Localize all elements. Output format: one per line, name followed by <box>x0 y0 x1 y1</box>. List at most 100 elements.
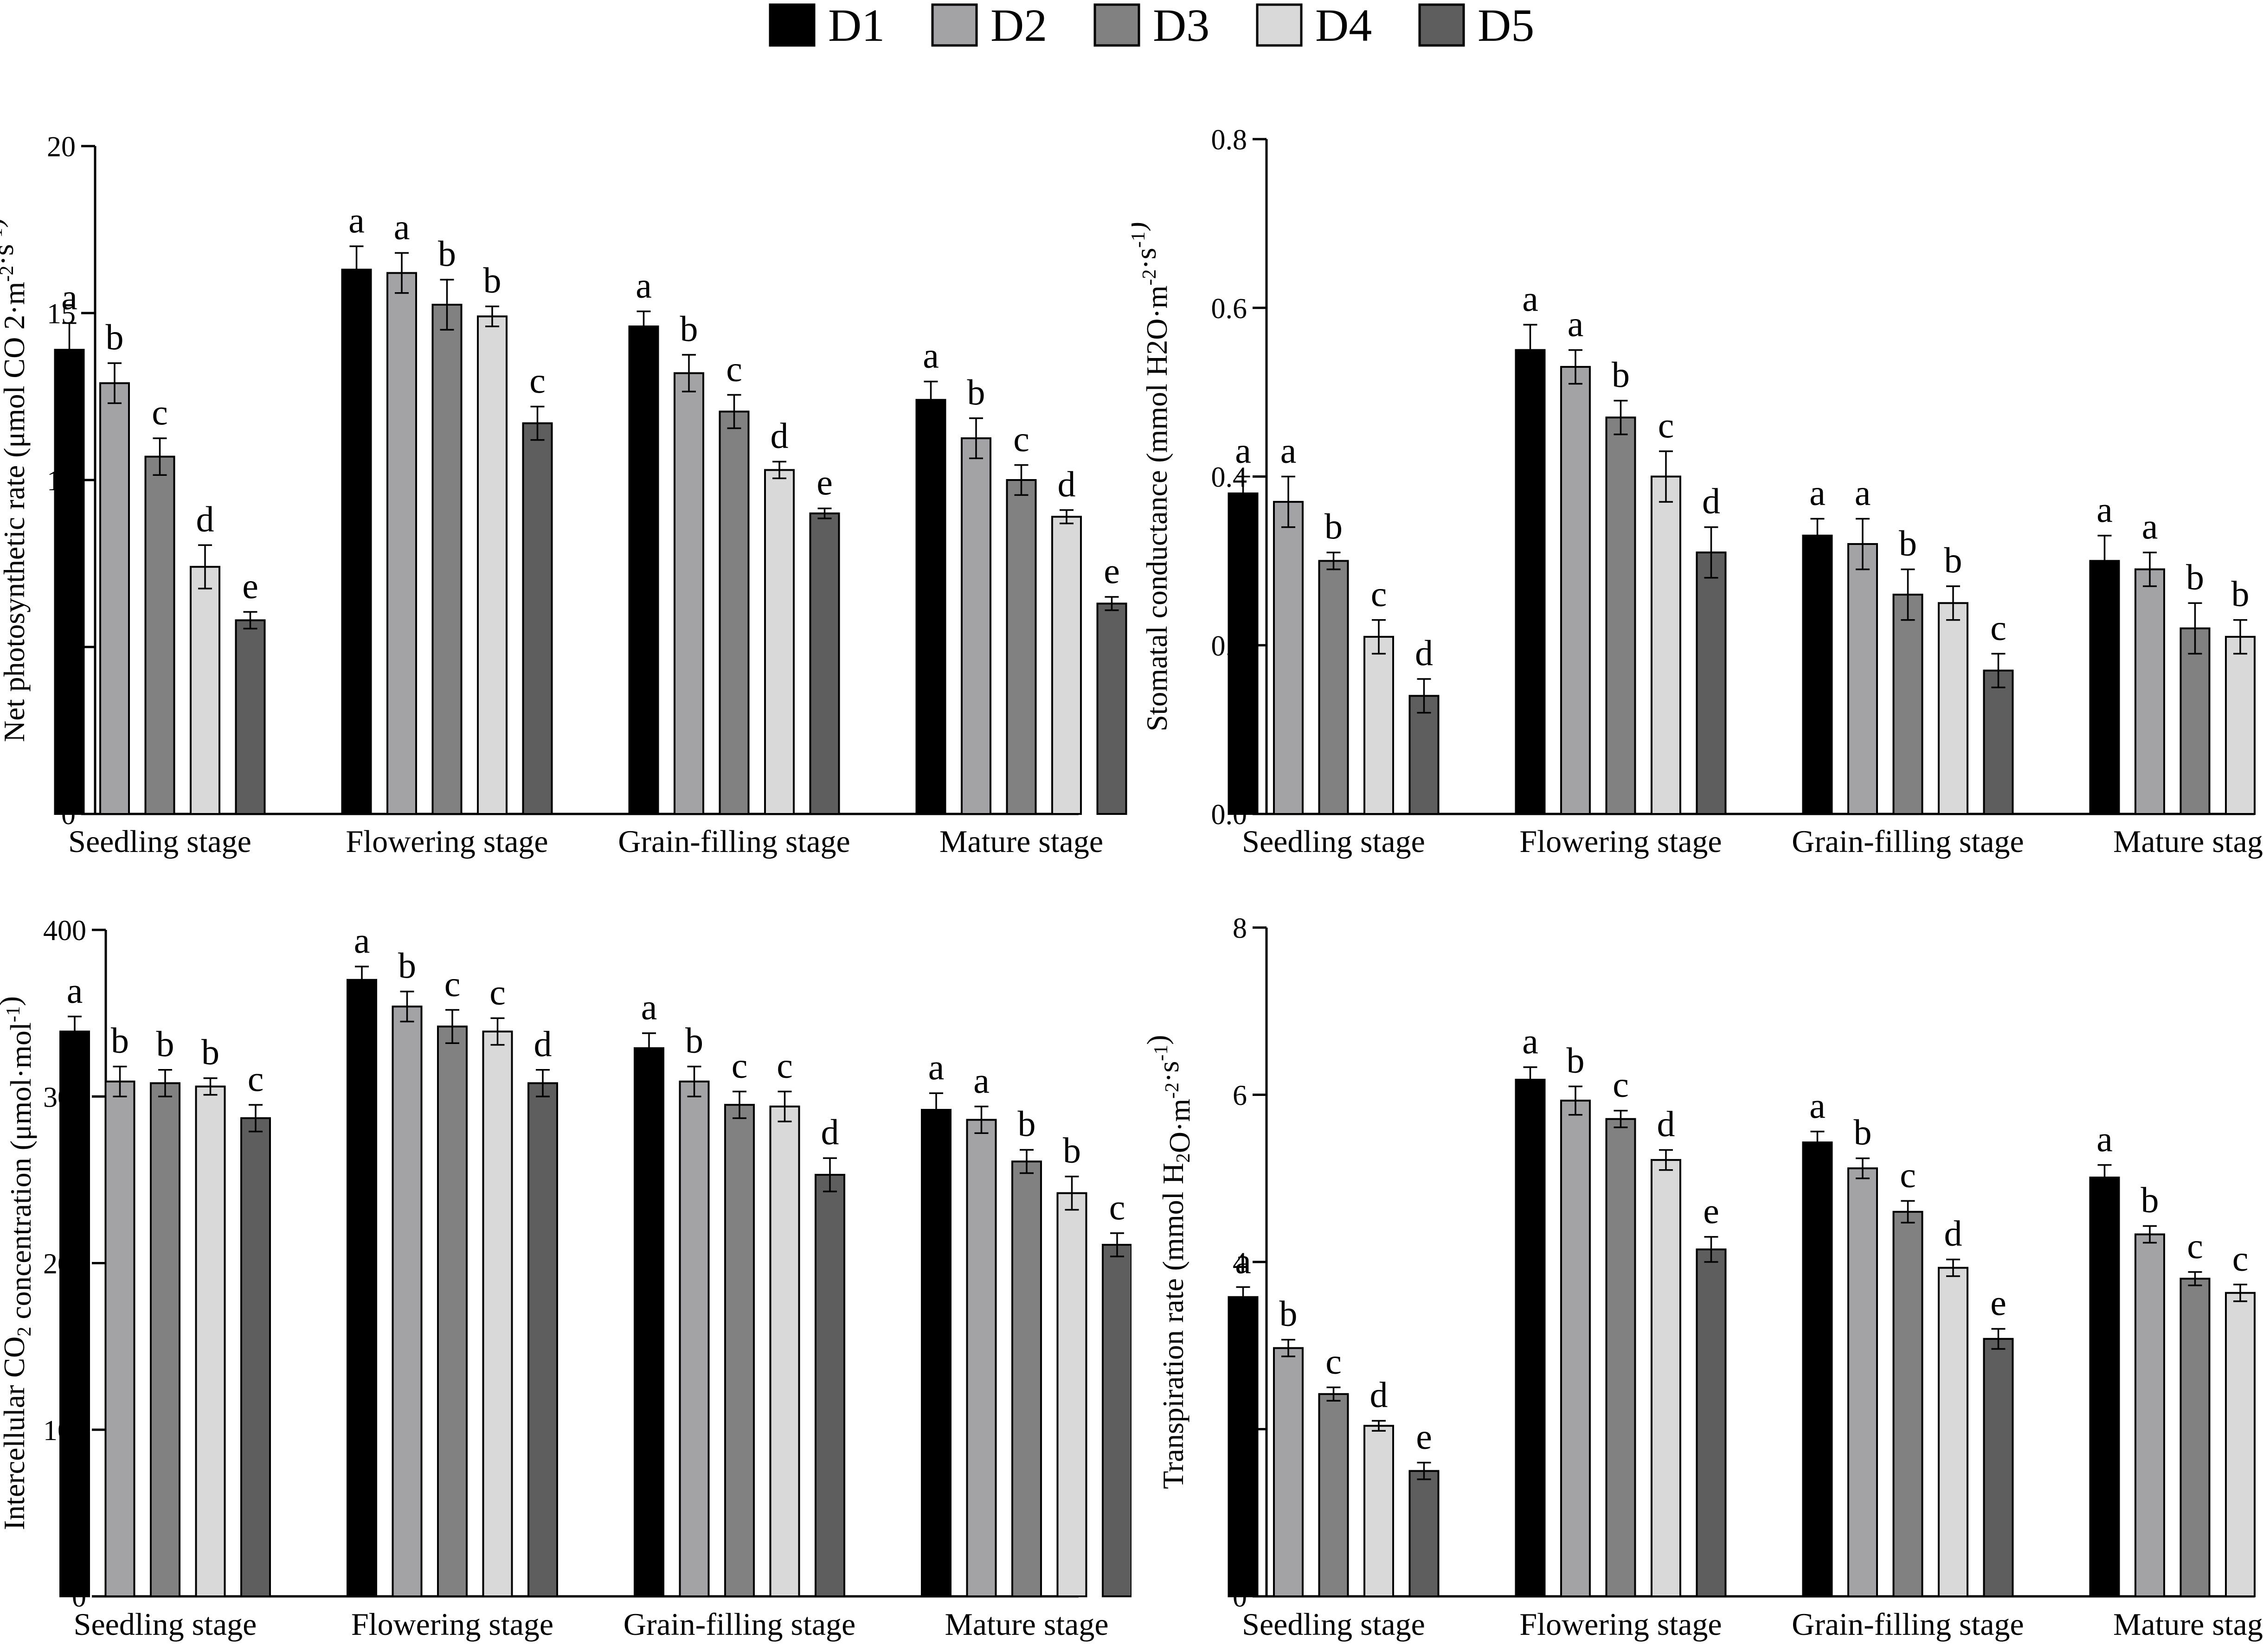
bar-d2 <box>386 272 417 815</box>
bar-d2 <box>1847 1167 1878 1597</box>
x-tick-label: Mature stage <box>939 824 1103 859</box>
bar-d4 <box>769 1105 800 1597</box>
bar-d4 <box>1363 636 1394 815</box>
x-tick-label: Seedling stage <box>1242 824 1425 859</box>
bar-d1 <box>59 1031 90 1598</box>
significance-letter: a <box>1809 472 1826 512</box>
significance-letter: d <box>534 1024 552 1064</box>
legend-svg: D1 D2 D3 D4 D5 <box>769 0 1534 51</box>
bar-d3 <box>724 1104 755 1597</box>
x-tick-label: Flowering stage <box>1519 1607 1722 1642</box>
bar-d2 <box>2134 568 2165 815</box>
chart-svg: 05101520Net photosynthetic rate (μmol CO… <box>0 131 1127 859</box>
significance-letter: c <box>732 1045 748 1085</box>
significance-letter: c <box>726 348 742 389</box>
significance-letter: c <box>2232 1238 2249 1279</box>
significance-letter: a <box>1280 430 1297 471</box>
bar-d4 <box>1051 516 1082 815</box>
significance-letter: b <box>2141 1179 2159 1220</box>
y-tick-label: 0.8 <box>1211 124 1247 156</box>
bar-d2 <box>104 1080 135 1598</box>
significance-letter: d <box>821 1112 839 1152</box>
bar-d4 <box>477 315 508 815</box>
bar-d2 <box>966 1119 997 1597</box>
bar-d1 <box>341 269 372 815</box>
bar-d3 <box>431 304 463 815</box>
significance-letter: b <box>2231 574 2250 614</box>
bar-d2 <box>1560 366 1591 815</box>
bar-d4 <box>482 1031 513 1598</box>
significance-letter: a <box>394 206 410 247</box>
bar-d3 <box>144 455 175 815</box>
bar-d1 <box>1515 349 1546 815</box>
bar-d4 <box>1056 1192 1087 1597</box>
significance-letter: d <box>1702 481 1720 521</box>
bar-d5 <box>809 512 840 815</box>
bar-d5 <box>815 1174 845 1597</box>
y-axis-label: Net photosynthetic rate (μmol CO 2·m-2·s… <box>0 218 31 742</box>
bar-d3 <box>719 410 750 815</box>
bar-d1 <box>1515 1079 1546 1597</box>
bar-d2 <box>1560 1100 1591 1597</box>
x-tick-label: Flowering stage <box>351 1607 553 1642</box>
x-tick-label: Grain-filling stage <box>624 1607 855 1642</box>
significance-letter: a <box>61 277 77 317</box>
bar-d4 <box>1363 1425 1394 1598</box>
significance-letter: c <box>152 392 168 432</box>
bar-d2 <box>1273 1347 1304 1597</box>
y-tick-label: 0.6 <box>1211 293 1247 325</box>
legend-label-d1: D1 <box>828 0 885 51</box>
significance-letter: b <box>1612 354 1630 395</box>
bar-d1 <box>921 1108 951 1597</box>
x-tick-label: Grain-filling stage <box>1792 1607 2024 1642</box>
significance-letter: b <box>398 945 416 986</box>
significance-letter: c <box>777 1045 793 1085</box>
significance-letter: c <box>1900 1154 1916 1195</box>
legend-label-d5: D5 <box>1478 0 1534 51</box>
bar-d5 <box>240 1117 271 1597</box>
significance-letter: a <box>1522 278 1538 319</box>
significance-letter: a <box>1809 1085 1826 1126</box>
bar-d5 <box>1983 669 2014 815</box>
bar-d3 <box>2179 1278 2211 1597</box>
y-axis-label: Intercellular CO2 concentration (μmol·mo… <box>0 996 37 1530</box>
significance-letter: b <box>680 308 698 349</box>
bar-d2 <box>674 372 704 815</box>
y-tick-label: 400 <box>43 915 86 947</box>
bar-d5 <box>522 422 553 815</box>
bar-d1 <box>1228 1296 1259 1597</box>
x-tick-label: Seedling stage <box>68 824 251 859</box>
significance-letter: a <box>636 265 652 305</box>
significance-letter: a <box>923 335 939 376</box>
bar-d4 <box>1938 602 1968 815</box>
significance-letter: d <box>1370 1374 1388 1415</box>
x-tick-label: Seedling stage <box>1242 1607 1425 1642</box>
bar-d1 <box>915 399 946 815</box>
significance-letter: b <box>1018 1103 1036 1144</box>
significance-letter: b <box>1854 1112 1872 1152</box>
significance-letter: b <box>1063 1130 1081 1171</box>
significance-letter: d <box>771 415 789 455</box>
bar-d4 <box>2225 636 2256 815</box>
y-tick-label: 6 <box>1233 1080 1247 1112</box>
significance-letter: d <box>1415 633 1433 673</box>
chart-svg: 0100200300400Intercellular CO2 concentra… <box>0 915 1132 1642</box>
bar-d3 <box>1605 1118 1636 1598</box>
significance-letter: c <box>1658 405 1674 445</box>
x-tick-label: Seedling stage <box>74 1607 257 1642</box>
x-tick-label: Flowering stage <box>346 824 548 859</box>
legend-label-d2: D2 <box>990 0 1047 51</box>
significance-letter: e <box>1104 551 1120 591</box>
bar-d3 <box>1318 1393 1349 1598</box>
legend-swatch-d3 <box>1093 3 1140 47</box>
significance-letter: d <box>1058 464 1076 504</box>
significance-letter: c <box>1371 574 1387 614</box>
bar-d5 <box>1696 1248 1727 1597</box>
bar-d5 <box>1983 1338 2014 1597</box>
significance-letter: a <box>1235 1241 1251 1281</box>
significance-letter: e <box>1416 1416 1432 1457</box>
x-tick-label: Flowering stage <box>1519 824 1722 859</box>
bar-d1 <box>2089 1176 2120 1597</box>
bar-d3 <box>1605 416 1636 815</box>
bar-d5 <box>1096 602 1127 815</box>
